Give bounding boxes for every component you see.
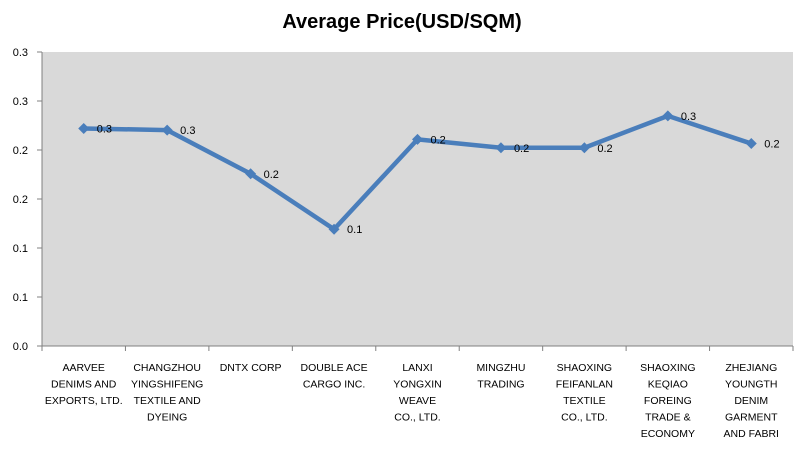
y-tick-label: 0.1: [13, 292, 28, 304]
y-tick-label: 0.0: [13, 341, 28, 353]
data-point-marker: [78, 122, 90, 134]
y-tick-label: 0.1: [13, 243, 28, 255]
data-point-marker: [745, 138, 757, 150]
x-axis-ticks: AARVEE DENIMS AND EXPORTS, LTD.CHANGZHOU YI…: [41, 346, 794, 440]
x-category-label: ZHEJIANG YOUNGTH DENIM GARMENT AND FABRI: [724, 362, 779, 440]
y-tick-label: 0.3: [13, 96, 28, 108]
y-tick-label: 0.3: [13, 47, 28, 59]
data-point-marker: [328, 223, 340, 235]
data-point-marker: [161, 124, 173, 136]
data-label: 0.2: [764, 139, 779, 151]
data-point-marker: [662, 110, 674, 122]
y-tick-label: 0.2: [13, 194, 28, 206]
series-average-price: [78, 110, 757, 235]
x-category-label: LANXI YONGXIN WEAVE CO., LTD.: [393, 362, 441, 424]
y-axis-ticks: 0.0 0.1 0.1 0.2 0.2 0.3 0.3: [13, 47, 42, 353]
x-category-label: DNTX CORP: [220, 362, 282, 374]
data-point-marker: [578, 142, 590, 154]
data-label: 0.2: [431, 134, 446, 146]
data-label: 0.3: [180, 125, 195, 137]
x-category-label: CHANGZHOU YINGSHIFENG TEXTILE AND DYEING: [131, 362, 203, 424]
data-label: 0.3: [681, 111, 696, 123]
data-label: 0.2: [597, 143, 612, 155]
data-point-marker: [412, 133, 423, 145]
data-point-marker: [495, 142, 507, 154]
x-category-label: SHAOXING FEIFANLAN TEXTILE CO., LTD.: [556, 362, 613, 424]
chart-title: Average Price(USD/SQM): [282, 11, 521, 33]
x-category-label: SHAOXING KEQIAO FOREING TRADE & ECONOMY: [640, 362, 695, 440]
y-tick-label: 0.2: [13, 145, 28, 157]
data-label: 0.1: [347, 224, 362, 236]
data-label: 0.3: [97, 123, 112, 135]
plot-area: [42, 52, 793, 346]
x-category-label: DOUBLE ACE CARGO INC.: [301, 362, 368, 391]
data-labels: 0.3 0.3 0.2 0.1 0.2 0.2 0.2 0.3 0.2: [97, 111, 780, 236]
data-label: 0.2: [514, 143, 529, 155]
x-category-label: AARVEE DENIMS AND EXPORTS, LTD.: [45, 362, 123, 407]
data-point-marker: [245, 168, 257, 180]
x-category-label: MINGZHU TRADING: [476, 362, 525, 391]
data-label: 0.2: [264, 169, 279, 181]
